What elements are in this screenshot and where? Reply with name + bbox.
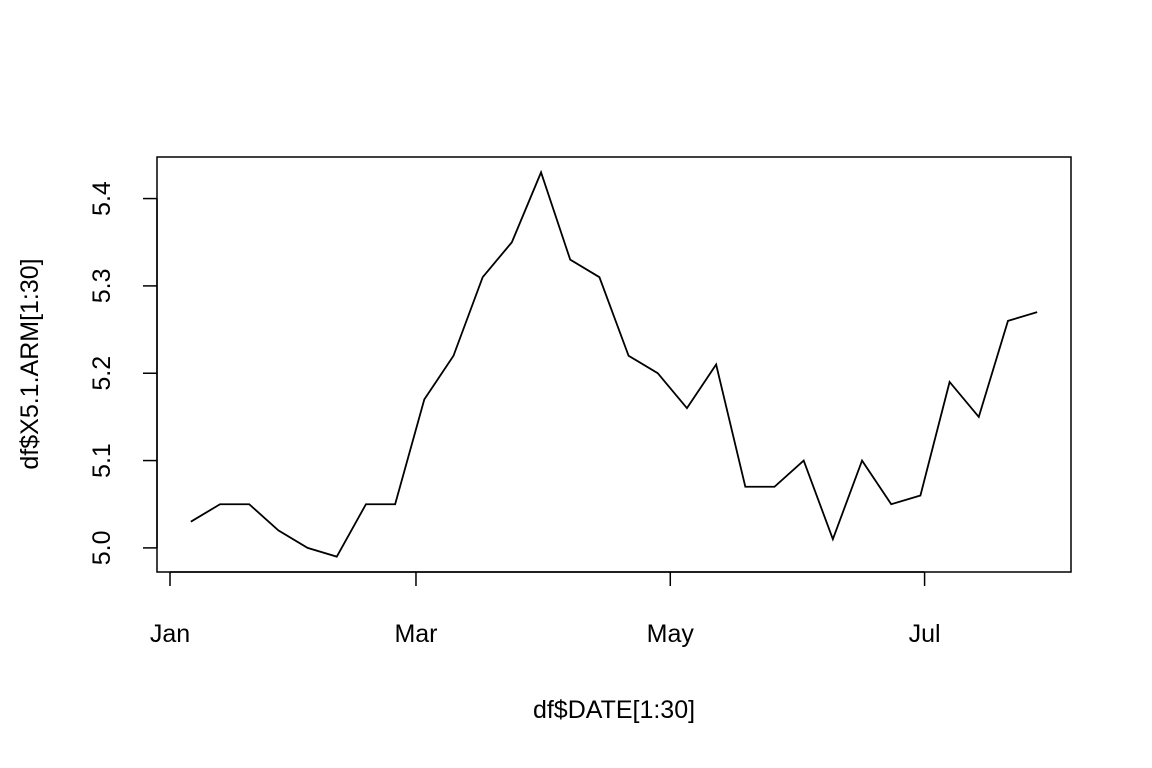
- y-tick-label: 5.4: [88, 181, 116, 216]
- x-tick-label: May: [647, 620, 695, 648]
- y-tick-label: 5.2: [88, 356, 116, 391]
- x-tick-label: Jan: [150, 620, 190, 648]
- x-tick-label: Mar: [394, 620, 437, 648]
- y-tick-label: 5.0: [88, 531, 116, 566]
- y-tick-label: 5.1: [88, 443, 116, 478]
- data-line: [190, 169, 1038, 558]
- x-tick-label: Jul: [909, 620, 941, 648]
- y-axis-label: df$X5.1.ARM[1:30]: [16, 258, 44, 469]
- x-axis-label: df$DATE[1:30]: [533, 696, 695, 724]
- y-tick-label: 5.3: [88, 269, 116, 304]
